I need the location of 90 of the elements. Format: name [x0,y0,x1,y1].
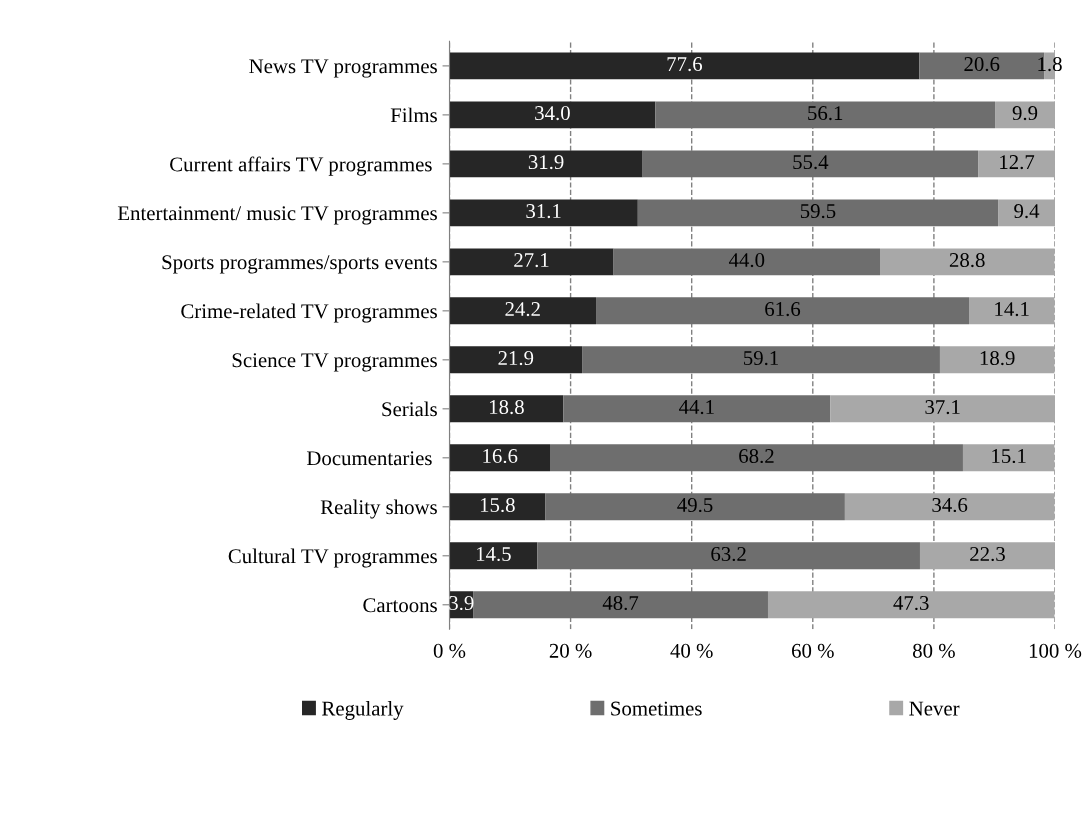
bar [767,591,1055,619]
bar [613,248,881,276]
y-tick-label: Cultural TV programmes [228,548,437,568]
bar [655,101,996,129]
bar [844,493,1055,521]
data-label: 15.8 [480,497,515,513]
bar [449,444,551,472]
bar [449,493,546,521]
x-tick-label: 40 % [670,643,713,658]
bar [449,297,597,325]
bar [550,444,963,472]
data-label: 48.7 [602,595,639,611]
data-label: 20.6 [964,57,1000,72]
data-label: 18.8 [490,399,524,415]
bar [449,248,614,276]
data-label: 61.6 [765,302,801,317]
data-label: 1.8 [1038,57,1062,72]
data-label: 28.8 [949,253,985,268]
data-label: 55.4 [793,155,829,170]
data-label: 14.1 [995,302,1029,317]
legend-label: Never [909,701,960,716]
bar [995,101,1055,129]
bar [449,52,920,80]
y-tick-label: Sports programmes/sports events [162,255,437,274]
data-label: 21.9 [498,351,534,366]
x-tick-label: 0 % [433,643,466,658]
data-label: 31.9 [528,155,564,170]
bar [830,395,1055,423]
bar [919,542,1055,570]
bar [449,542,538,570]
legend-label: Regularly [322,700,404,720]
bar [473,591,768,619]
legend-label: Sometimes [611,701,702,716]
bar [449,199,638,227]
data-label: 47.3 [893,596,929,611]
y-tick-label: Science TV programmes [232,353,437,372]
data-label: 22.3 [970,547,1005,562]
bar [998,199,1055,227]
x-tick-label: 80 % [912,643,955,658]
bar [449,395,564,423]
data-label: 59.5 [800,204,836,219]
y-tick-label: Current affairs TV programmes [170,156,432,176]
bar [449,346,583,374]
y-tick-label: Crime-related TV programmes [181,303,437,323]
bar [880,248,1055,276]
bar [978,150,1055,178]
bar [449,101,656,129]
data-label: 63.2 [711,547,746,562]
y-tick-label: News TV programmes [249,59,437,78]
data-label: 31.1 [526,204,561,219]
y-tick-label: Documentaries [306,451,432,466]
data-label: 16.6 [483,449,518,464]
data-label: 3.9 [449,596,474,611]
x-tick-label: 20 % [549,643,592,658]
data-label: 44.1 [679,400,714,415]
y-tick-label: Serials [382,401,437,417]
y-tick-label: Cartoons [363,598,437,613]
y-tick-label: Entertainment/ music TV programmes [117,206,437,225]
bar [642,150,979,178]
data-label: 44.0 [728,253,765,268]
data-label: 24.2 [505,302,540,317]
data-label: 9.9 [1012,106,1038,121]
y-tick-label: Reality shows [320,499,437,519]
bar [545,493,845,521]
data-label: 56.1 [808,106,843,121]
data-label: 77.6 [667,57,703,72]
y-tick-label: Films [390,107,437,123]
data-label: 12.7 [1000,155,1035,170]
bar [969,297,1055,325]
bar [563,395,831,423]
bar [962,444,1055,472]
bar [939,346,1055,374]
data-label: 15.1 [992,449,1026,464]
data-label: 14.5 [476,547,511,562]
data-label: 18.9 [980,350,1015,366]
bar [582,346,940,374]
data-label: 68.2 [739,448,774,464]
bar [449,150,643,178]
data-label: 34.6 [932,498,968,513]
data-label: 27.1 [514,253,549,268]
data-label: 59.1 [744,351,778,366]
bar [596,297,970,325]
data-label: 34.0 [535,106,570,121]
bar [537,542,920,570]
data-label: 9.4 [1014,204,1040,219]
x-tick-label: 100 % [1029,643,1082,658]
x-tick-label: 60 % [791,643,834,658]
data-label: 49.5 [677,498,713,513]
data-label: 37.1 [925,400,960,415]
bar [637,199,999,227]
